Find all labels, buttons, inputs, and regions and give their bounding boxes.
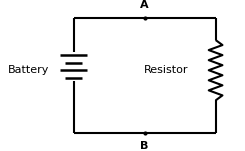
Text: Resistor: Resistor [144,65,189,75]
Text: B: B [140,141,149,151]
Text: A: A [140,0,149,10]
Text: Battery: Battery [8,65,49,75]
